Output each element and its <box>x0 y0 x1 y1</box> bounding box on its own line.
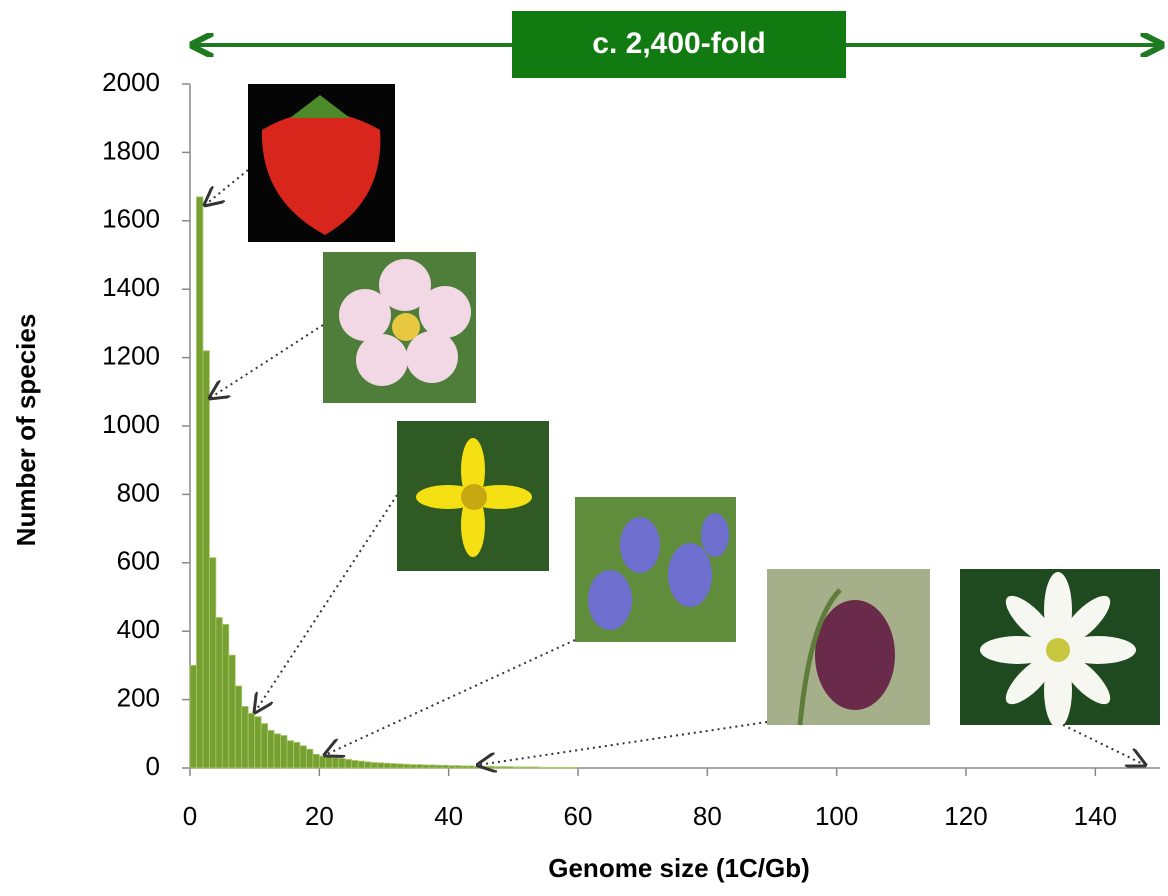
bar <box>532 766 540 769</box>
bar <box>512 766 521 769</box>
y-tick-label: 600 <box>117 546 160 576</box>
bar <box>202 350 210 769</box>
x-tick-label: 0 <box>183 801 197 831</box>
bar <box>215 617 223 769</box>
bar <box>383 762 391 769</box>
bar <box>402 763 411 769</box>
x-tick-label: 120 <box>944 801 987 831</box>
bar <box>273 733 281 769</box>
bar <box>338 758 346 769</box>
y-tick-label: 1200 <box>102 340 160 370</box>
y-tick-label: 1800 <box>102 135 160 165</box>
bar <box>435 764 443 769</box>
bar <box>571 766 579 769</box>
bar <box>299 745 307 769</box>
bar <box>234 685 243 769</box>
bar <box>267 729 275 769</box>
x-tick-label: 100 <box>815 801 858 831</box>
bar <box>325 756 333 769</box>
bar <box>545 766 553 769</box>
bar <box>525 766 534 769</box>
bar <box>254 716 262 769</box>
bar <box>370 762 378 769</box>
pointer-arrows <box>205 169 1145 765</box>
bar <box>286 740 294 769</box>
x-tick-label: 40 <box>434 801 463 831</box>
range-arrow: c. 2,400-fold <box>192 11 1162 78</box>
y-tick-label: 800 <box>117 477 160 507</box>
y-axis-label: Number of species <box>11 314 41 547</box>
annotation: c. 2,400-fold <box>592 27 765 60</box>
bar <box>228 654 236 769</box>
bar <box>422 764 430 769</box>
x-tick-label: 20 <box>305 801 334 831</box>
bar <box>519 766 527 769</box>
y-tick-label: 1000 <box>102 409 160 439</box>
y-tick-label: 200 <box>117 682 160 712</box>
bar <box>564 766 572 769</box>
x-tick-label: 80 <box>693 801 722 831</box>
bar <box>247 712 256 769</box>
bar <box>293 741 301 769</box>
bar <box>344 759 353 769</box>
bar <box>480 765 488 769</box>
y-tick-label: 1600 <box>102 204 160 234</box>
bar <box>474 765 482 769</box>
bar <box>467 765 475 769</box>
bar <box>331 757 340 769</box>
bar <box>280 735 288 769</box>
bar <box>377 762 385 769</box>
y-tick-label: 2000 <box>102 67 160 97</box>
x-tick-label: 140 <box>1074 801 1117 831</box>
x-axis-label: Genome size (1C/Gb) <box>548 853 810 883</box>
bar <box>390 763 398 769</box>
bar <box>208 557 217 769</box>
bar <box>357 760 365 769</box>
bar <box>499 766 508 769</box>
bar <box>441 764 450 769</box>
bar <box>551 766 560 769</box>
bar <box>461 765 469 769</box>
bar <box>312 753 320 769</box>
bar <box>428 764 437 769</box>
bar <box>260 723 268 769</box>
bar <box>558 766 566 769</box>
bar <box>305 748 314 769</box>
y-tick-label: 0 <box>146 751 160 781</box>
bar <box>241 706 249 769</box>
y-tick-label: 1400 <box>102 272 160 302</box>
bar <box>454 765 462 769</box>
bar <box>448 765 456 769</box>
bar <box>364 761 372 769</box>
bar <box>318 755 327 769</box>
bar <box>189 665 197 769</box>
bar <box>409 764 417 769</box>
bar <box>221 623 230 769</box>
x-tick-label: 60 <box>564 801 593 831</box>
bar <box>487 765 495 769</box>
bar <box>351 760 359 769</box>
bar <box>196 196 204 769</box>
bar <box>396 763 404 769</box>
photos <box>248 84 1160 728</box>
y-tick-label: 400 <box>117 614 160 644</box>
bar <box>415 764 424 769</box>
bar <box>506 766 514 769</box>
bar <box>538 766 547 769</box>
bar <box>493 766 501 769</box>
